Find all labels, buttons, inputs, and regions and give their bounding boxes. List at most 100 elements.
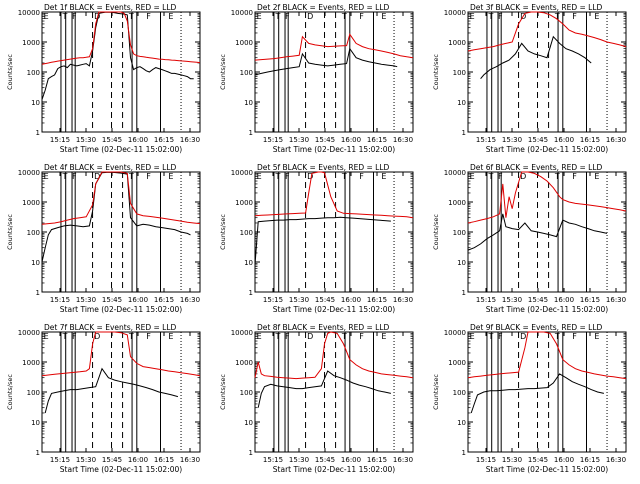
y-tick-label: 1000: [235, 359, 253, 367]
marker-label: E: [168, 172, 173, 181]
chart-title: Det 3f BLACK = Events, RED = LLD: [470, 3, 603, 12]
y-tick-label: 100: [240, 229, 253, 237]
y-tick-label: 10: [244, 99, 253, 107]
y-tick-label: 1: [36, 289, 40, 297]
y-axis-label: Counts/sec: [6, 374, 14, 410]
marker-label: E: [470, 172, 475, 181]
x-tick-label: 15:15: [476, 456, 496, 464]
series-line: [254, 47, 398, 76]
y-axis-label: Counts/sec: [219, 214, 227, 250]
x-tick-label: 15:30: [76, 296, 96, 304]
x-tick-label: 15:30: [76, 136, 96, 144]
chart-panel: E T F D T F E 1 10 100 1000 10000 15:15 15:30 15:45 16:…: [213, 160, 426, 324]
marker-label: E: [44, 332, 49, 341]
x-tick-label: 16:00: [128, 296, 148, 304]
x-axis-label: Start Time (02-Dec-11 15:02:00): [60, 305, 182, 314]
marker-label: T: [62, 172, 68, 181]
x-tick-label: 16:30: [180, 296, 200, 304]
marker-label: E: [44, 172, 49, 181]
marker-label: D: [520, 332, 526, 341]
marker-label: T: [62, 12, 68, 21]
marker-label: F: [72, 12, 77, 21]
chart-title: Det 9f BLACK = Events, RED = LLD: [470, 323, 603, 332]
marker-label: T: [488, 332, 494, 341]
y-tick-label: 10: [457, 99, 466, 107]
chart-panel: E T F D T F E 1 10 100 1000 10000 15:15 15:30 15:45 16:…: [213, 0, 426, 164]
y-tick-label: 10: [457, 259, 466, 267]
x-tick-label: 15:30: [502, 456, 522, 464]
y-tick-label: 10000: [444, 9, 466, 17]
y-tick-label: 100: [27, 229, 40, 237]
y-tick-label: 100: [27, 69, 40, 77]
y-tick-label: 10000: [444, 169, 466, 177]
x-tick-label: 15:45: [102, 136, 122, 144]
y-tick-label: 10: [31, 259, 40, 267]
marker-label: F: [146, 172, 151, 181]
x-tick-label: 15:30: [289, 296, 309, 304]
x-axis-label: Start Time (02-Dec-11 15:02:00): [486, 145, 608, 154]
series-line: [41, 331, 201, 377]
marker-label: D: [307, 12, 313, 21]
x-tick-label: 15:15: [50, 136, 70, 144]
y-tick-label: 100: [27, 389, 40, 397]
chart-title: Det 8f BLACK = Events, RED = LLD: [257, 323, 390, 332]
marker-label: T: [341, 12, 347, 21]
y-tick-label: 10000: [444, 329, 466, 337]
series-line: [254, 33, 414, 61]
series-line: [41, 11, 194, 100]
series-line: [254, 331, 414, 380]
chart-panel: E T F D T F E 1 10 100 1000 10000 15:15 15:30 15:45 16:…: [0, 160, 213, 324]
marker-label: T: [275, 332, 281, 341]
x-tick-label: 16:30: [606, 136, 626, 144]
y-tick-label: 1000: [448, 39, 466, 47]
marker-label: F: [146, 12, 151, 21]
y-tick-label: 1000: [235, 39, 253, 47]
x-axis-label: Start Time (02-Dec-11 15:02:00): [486, 305, 608, 314]
x-tick-label: 16:00: [554, 456, 574, 464]
x-tick-label: 15:15: [50, 296, 70, 304]
x-tick-label: 15:30: [289, 456, 309, 464]
x-tick-label: 15:15: [476, 136, 496, 144]
marker-label: E: [381, 332, 386, 341]
marker-label: E: [470, 12, 475, 21]
x-axis-label: Start Time (02-Dec-11 15:02:00): [273, 145, 395, 154]
y-tick-label: 100: [453, 389, 466, 397]
y-tick-label: 1000: [448, 199, 466, 207]
x-axis-label: Start Time (02-Dec-11 15:02:00): [273, 465, 395, 474]
y-tick-label: 10000: [18, 329, 40, 337]
y-tick-label: 1000: [235, 199, 253, 207]
series-line: [467, 171, 627, 224]
marker-label: F: [285, 332, 290, 341]
x-tick-label: 15:15: [263, 136, 283, 144]
marker-label: D: [94, 172, 100, 181]
y-tick-label: 10: [31, 419, 40, 427]
chart-title: Det 7f BLACK = Events, RED = LLD: [44, 323, 177, 332]
y-tick-label: 10: [31, 99, 40, 107]
x-tick-label: 15:45: [528, 136, 548, 144]
marker-label: E: [44, 12, 49, 21]
x-tick-label: 16:00: [554, 296, 574, 304]
marker-label: F: [572, 12, 577, 21]
chart-panel: E T F D T F E 1 10 100 1000 10000 15:15 15:30 15:45 16:…: [426, 320, 639, 484]
y-tick-label: 10000: [231, 9, 253, 17]
series-line: [254, 171, 414, 219]
x-tick-label: 15:45: [315, 456, 335, 464]
series-line: [41, 171, 201, 225]
series-line: [467, 331, 627, 380]
series-line: [44, 367, 179, 414]
marker-label: T: [341, 332, 347, 341]
series-line: [467, 213, 608, 251]
y-tick-label: 100: [240, 389, 253, 397]
x-tick-label: 16:00: [341, 296, 361, 304]
y-tick-label: 1: [462, 289, 466, 297]
x-tick-label: 16:30: [393, 456, 413, 464]
y-tick-label: 1: [36, 449, 40, 457]
y-tick-label: 1000: [22, 39, 40, 47]
marker-label: T: [488, 12, 494, 21]
